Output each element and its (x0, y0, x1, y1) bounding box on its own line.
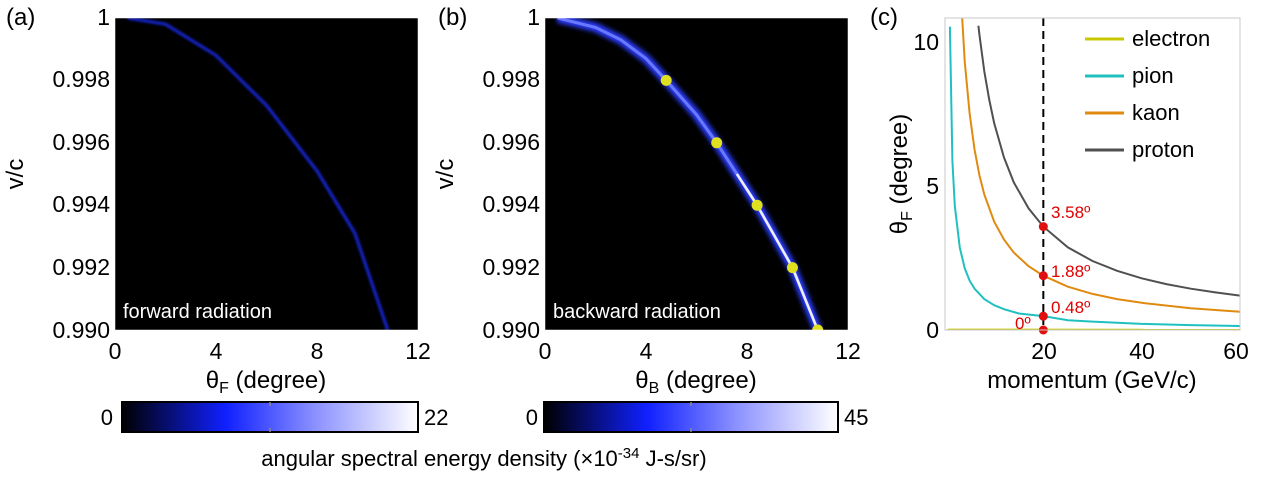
panel-a-xtick-label: 12 (405, 338, 431, 364)
panel-c-xtick-label: 20 (1031, 338, 1057, 364)
annotation-pion-angle: 0.48º (1051, 298, 1090, 317)
forward-radiation-ridge (127, 18, 390, 330)
panel-b-xtick-label: 4 (640, 338, 653, 364)
backward-radiation-hot-segment (735, 173, 819, 330)
panel-b-ytick-label: 0.990 (482, 317, 540, 343)
panel-a-plot-area (115, 18, 418, 330)
panel-a: (a) forward radiation 1 0.998 0.996 0.99… (2, 4, 448, 433)
panel-c-ylabel: θF (degree) (886, 114, 916, 235)
panel-b-xtick-label: 12 (835, 338, 861, 364)
panel-c-ytick-label: 10 (913, 29, 939, 55)
colorbar-b-max-label: 45 (844, 405, 868, 430)
panel-b-ytick-label: 0.998 (482, 66, 540, 92)
panel-b-label: (b) (438, 4, 467, 31)
annotation-proton-angle: 3.58º (1051, 203, 1090, 222)
momentum-20-markers (1038, 222, 1048, 335)
backward-radiation-markers (660, 74, 824, 330)
angle-marker (1038, 222, 1048, 232)
annotation-electron-angle: 0º (1015, 314, 1031, 333)
panel-a-ytick-label: 0.994 (52, 191, 110, 217)
backward-radiation-point (660, 74, 672, 86)
backward-radiation-point (786, 262, 798, 274)
panel-c-plot-area (945, 18, 1240, 330)
colorbar-caption: angular spectral energy density (×10-34 … (261, 445, 706, 471)
panel-b-ytick-label: 0.992 (482, 254, 540, 280)
colorbar-a-max-label: 22 (424, 405, 448, 430)
angle-marker (1038, 311, 1048, 321)
panel-b-xtick-label: 0 (539, 338, 552, 364)
backward-radiation-point (812, 324, 824, 330)
legend: electron pion kaon proton (1085, 26, 1210, 162)
panel-a-ytick-label: 0.992 (52, 254, 110, 280)
backward-radiation-point (751, 199, 763, 211)
panel-a-ylabel: v/c (2, 159, 29, 190)
legend-label-pion: pion (1132, 63, 1174, 88)
colorbar-a (121, 401, 419, 433)
panel-b-xtick-label: 8 (741, 338, 754, 364)
panel-a-ytick-label: 1 (97, 4, 110, 30)
angle-marker (1038, 271, 1048, 281)
panel-a-ytick-label: 0.998 (52, 66, 110, 92)
panel-b-xlabel: θB (degree) (635, 367, 756, 397)
legend-label-kaon: kaon (1132, 100, 1180, 125)
colorbar-b-min-label: 0 (526, 405, 538, 430)
panel-c-xtick-label: 60 (1223, 338, 1249, 364)
panel-a-inset-text: forward radiation (123, 301, 272, 323)
panel-b-ytick-label: 0.994 (482, 191, 540, 217)
panel-c-xlabel: momentum (GeV/c) (987, 367, 1196, 394)
panel-a-xtick-label: 0 (109, 338, 122, 364)
legend-label-proton: proton (1132, 137, 1194, 162)
legend-label-electron: electron (1132, 26, 1210, 51)
panel-c: (c) 0 5 10 20 40 60 momentum (GeV/c) θF … (870, 4, 1249, 394)
panel-a-label: (a) (6, 4, 35, 31)
panel-b: (b) backward radiation 1 0.998 0.996 0.9… (432, 4, 868, 433)
colorbar-a-min-label: 0 (101, 405, 113, 430)
panel-a-ytick-label: 0.990 (52, 317, 110, 343)
panel-a-xtick-label: 8 (311, 338, 324, 364)
colorbar-b (543, 401, 839, 433)
panel-a-xlabel: θF (degree) (206, 367, 327, 397)
series-pion-line (948, 26, 1240, 327)
panel-c-label: (c) (870, 4, 898, 31)
panel-a-ytick-label: 0.996 (52, 129, 110, 155)
panel-b-ytick-label: 1 (527, 4, 540, 30)
panel-b-ytick-label: 0.996 (482, 129, 540, 155)
panel-c-ytick-label: 0 (926, 317, 939, 343)
series-kaon-line (961, 18, 1240, 313)
backward-radiation-point (711, 137, 723, 149)
annotation-kaon-angle: 1.88º (1051, 262, 1090, 281)
panel-b-inset-text: backward radiation (553, 301, 721, 323)
panel-c-xtick-label: 40 (1129, 338, 1155, 364)
panel-b-ylabel: v/c (432, 159, 459, 190)
panel-a-xtick-label: 4 (210, 338, 223, 364)
panel-c-ytick-label: 5 (926, 173, 939, 199)
